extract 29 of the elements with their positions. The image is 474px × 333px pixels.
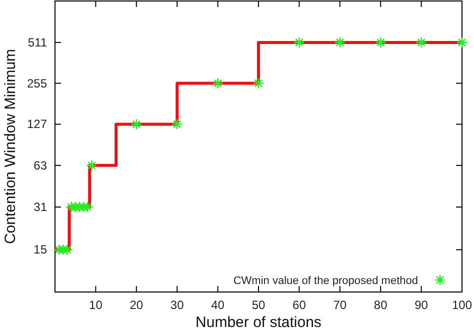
- y-tick-label: 31: [34, 200, 48, 214]
- point: [212, 78, 224, 89]
- x-tick-label: 100: [452, 298, 472, 312]
- legend-label: CWmin value of the proposed method: [233, 275, 418, 287]
- point: [334, 36, 346, 48]
- x-tick-label: 70: [333, 298, 347, 312]
- y-axis-title: Contention Window Minimum: [2, 48, 19, 244]
- x-tick-label: 50: [252, 298, 266, 312]
- point: [294, 36, 305, 48]
- x-tick-label: 40: [211, 298, 225, 312]
- y-tick-label: 255: [26, 76, 48, 90]
- point: [374, 36, 386, 48]
- x-tick-label: 10: [89, 298, 103, 312]
- point: [416, 36, 427, 48]
- y-tick-label: 15: [34, 242, 48, 257]
- point: [456, 36, 468, 48]
- point: [171, 118, 183, 130]
- x-tick-label: 80: [374, 298, 388, 312]
- x-tick-label: 20: [130, 298, 144, 312]
- point: [130, 118, 142, 130]
- x-tick-label: 30: [170, 298, 184, 312]
- y-tick-label: 127: [26, 117, 48, 132]
- x-axis-title: Number of stations: [196, 314, 322, 331]
- x-tick-label: 60: [292, 298, 306, 312]
- point: [86, 160, 98, 172]
- point: [252, 78, 264, 89]
- y-tick-label: 511: [28, 35, 48, 50]
- y-tick-label: 63: [34, 158, 48, 172]
- x-tick-label: 90: [414, 298, 428, 312]
